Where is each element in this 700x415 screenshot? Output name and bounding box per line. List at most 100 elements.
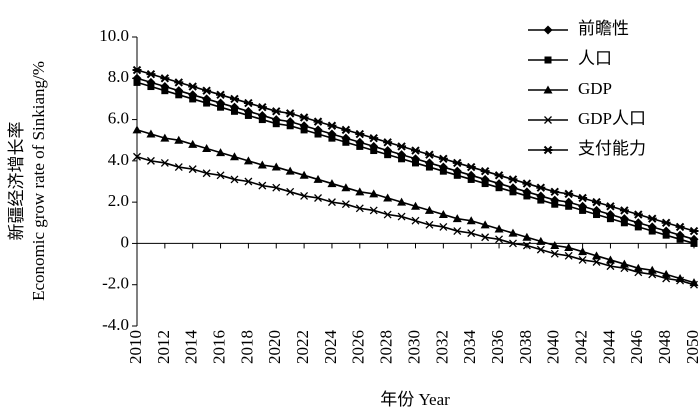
legend-label: 人口 [578,49,612,68]
x-tick-label: 2032 [432,330,451,364]
marker [146,156,155,165]
marker [229,152,239,161]
marker [314,194,322,202]
marker [648,227,656,235]
marker [202,86,212,95]
marker [243,98,253,108]
marker [509,239,517,248]
marker [605,255,615,264]
marker [648,270,657,279]
marker [230,175,239,184]
marker [327,198,336,207]
marker [647,214,657,223]
marker [327,179,337,188]
marker [133,152,141,161]
marker [453,227,462,236]
y-tick-label: 2.0 [108,191,129,210]
marker [606,215,614,223]
marker [676,235,684,243]
marker [662,231,670,239]
marker [619,206,629,215]
marker [314,130,322,138]
marker [424,205,434,214]
marker [495,235,504,244]
marker [565,202,573,210]
marker [146,129,156,138]
marker [174,78,184,87]
marker [285,109,295,118]
y-tick-label: 10.0 [99,26,129,45]
marker [509,188,517,196]
marker [467,175,475,183]
marker [383,138,393,147]
marker [216,171,225,180]
x-tick-label: 2044 [599,330,618,365]
marker [244,177,253,186]
marker [634,223,642,231]
marker [634,268,643,277]
marker [543,145,553,155]
marker [327,121,337,130]
marker [397,142,407,151]
marker [578,247,588,256]
x-tick-label: 2010 [126,330,145,364]
marker [550,187,560,197]
marker [661,218,671,227]
marker [369,189,379,198]
marker [299,113,309,122]
marker [522,232,532,241]
marker [132,65,142,75]
x-tick-label: 2042 [572,330,591,364]
marker [438,210,448,219]
x-tick-label: 2030 [404,330,423,364]
marker [313,174,323,183]
marker [313,117,323,126]
marker [202,169,211,178]
marker [355,187,365,196]
legend-label: GDP人口 [578,109,646,128]
marker [536,183,546,192]
marker [543,25,553,35]
marker [341,200,350,209]
marker [244,111,252,119]
marker [412,159,419,167]
marker [160,133,170,142]
marker [300,191,309,200]
marker [257,102,267,112]
legend-label: 支付能力 [578,139,646,158]
marker [564,189,574,199]
marker [620,264,629,273]
marker [411,216,420,225]
marker [690,280,698,289]
marker [243,156,253,165]
marker [689,226,699,236]
marker [494,171,504,180]
marker [217,103,225,111]
marker [230,107,238,115]
marker [522,241,531,250]
marker [370,147,378,155]
marker [425,220,434,229]
marker [536,245,545,254]
marker [522,179,532,188]
x-tick-label: 2026 [349,330,368,364]
marker [174,163,183,172]
marker [383,193,393,202]
marker [160,158,169,167]
marker [536,236,546,245]
marker [383,210,392,219]
marker [189,95,197,103]
marker [466,162,476,172]
y-tick-label: 6.0 [108,108,129,127]
marker [411,201,420,210]
marker [161,87,169,95]
marker [369,133,379,143]
marker [397,197,407,206]
x-tick-label: 2028 [377,330,396,364]
marker [328,134,336,142]
marker [467,229,476,238]
marker [592,251,602,260]
marker [132,125,142,134]
marker [216,148,226,157]
